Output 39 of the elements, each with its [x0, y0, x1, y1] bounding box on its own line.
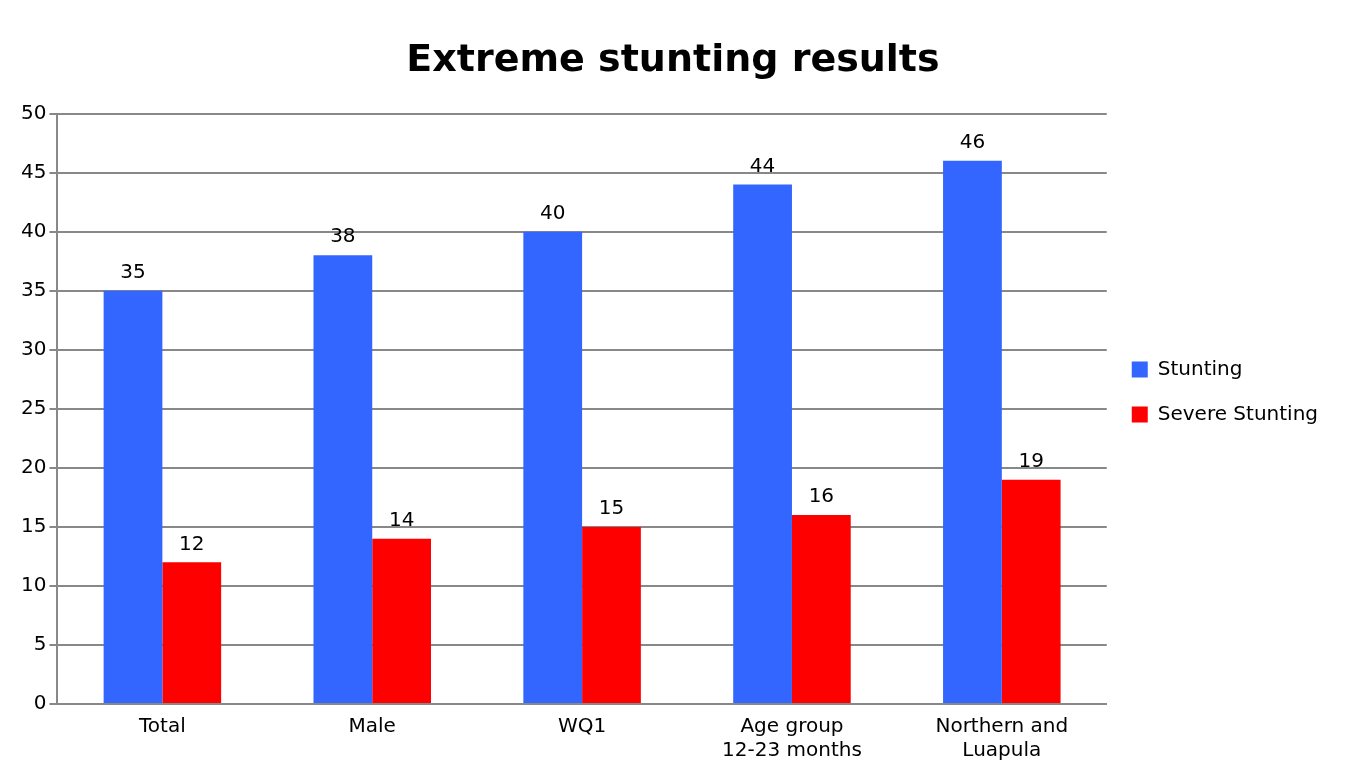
bar [103, 290, 163, 703]
y-tick-label: 40 [21, 217, 47, 242]
data-label: 15 [598, 495, 625, 520]
bar [372, 538, 431, 703]
bar [1001, 479, 1061, 703]
y-tick-label: 50 [21, 99, 47, 124]
data-label: 16 [808, 483, 835, 508]
data-label: 38 [330, 223, 356, 248]
y-tick-label: 25 [21, 395, 47, 419]
x-tick-label: Age group 12-23 months [722, 713, 862, 762]
y-tick-label: 30 [21, 335, 47, 360]
bar [791, 515, 851, 703]
x-tick-label: Northern and Luapula [935, 713, 1069, 762]
y-tick-label: 20 [21, 454, 47, 479]
y-tick-label: 15 [21, 513, 47, 538]
data-label: 46 [959, 129, 986, 154]
x-tick-label: WQ1 [557, 713, 607, 738]
legend-label: Stunting [1157, 355, 1243, 380]
data-label: 19 [1018, 447, 1044, 472]
data-label: 12 [179, 530, 205, 555]
bar [523, 231, 583, 703]
y-tick-label: 10 [21, 572, 47, 597]
y-tick-label: 0 [33, 690, 47, 715]
bar [162, 562, 222, 703]
data-label: 14 [388, 506, 415, 531]
bar [582, 526, 641, 703]
bar [943, 160, 1002, 703]
bar [733, 184, 792, 703]
y-tick-label: 45 [21, 158, 47, 183]
legend-label: Severe Stunting [1157, 400, 1319, 425]
data-label: 40 [540, 199, 566, 224]
x-tick-label: Total [138, 713, 186, 738]
x-tick-label: Male [348, 713, 396, 738]
y-tick-label: 5 [33, 631, 47, 656]
data-label: 35 [120, 258, 146, 283]
chart-title: Extreme stunting results [406, 35, 940, 80]
y-tick-label: 35 [21, 276, 47, 301]
bar [313, 255, 373, 703]
data-label: 44 [749, 152, 776, 177]
